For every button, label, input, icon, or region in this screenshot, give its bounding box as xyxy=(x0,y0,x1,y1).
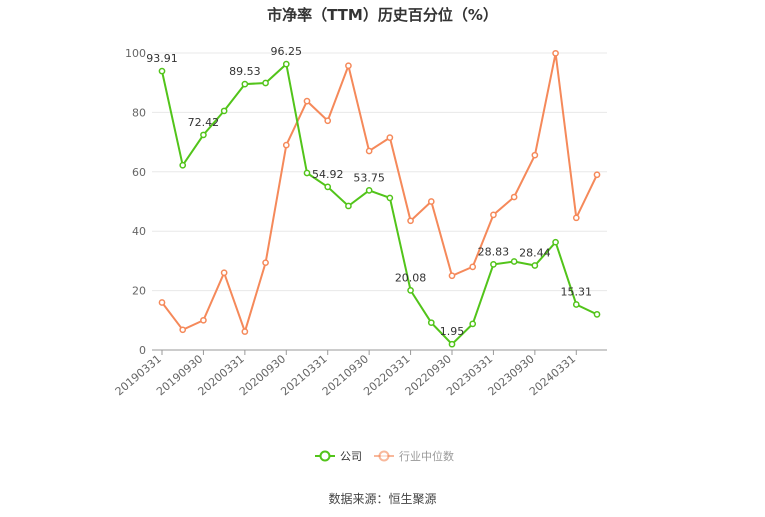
data-label: 53.75 xyxy=(353,171,385,184)
data-point xyxy=(572,301,580,308)
legend-marker xyxy=(319,450,331,462)
data-point xyxy=(386,134,394,141)
data-label: 28.83 xyxy=(478,245,510,258)
data-point xyxy=(365,187,373,194)
data-point xyxy=(572,214,580,222)
data-point xyxy=(220,107,228,115)
data-point xyxy=(303,97,311,105)
data-point xyxy=(262,259,269,267)
data-label: 20.08 xyxy=(395,271,427,284)
data-point xyxy=(593,171,601,179)
data-point xyxy=(241,328,249,335)
data-label: 89.53 xyxy=(229,65,261,78)
data-point xyxy=(158,299,166,306)
chart-title: 市净率（TTM）历史百分位（%） xyxy=(267,6,498,24)
data-label: 28.44 xyxy=(519,247,551,260)
x-tick-label: 20240331 xyxy=(527,352,578,398)
data-point xyxy=(448,340,456,348)
data-point xyxy=(490,261,497,268)
data-point xyxy=(220,269,228,277)
data-label: 15.31 xyxy=(561,286,593,299)
legend-label: 行业中位数 xyxy=(399,449,454,463)
data-point xyxy=(365,147,373,155)
data-point xyxy=(241,80,249,88)
data-point xyxy=(262,79,269,87)
data-point xyxy=(593,311,601,318)
data-source-note: 数据来源：恒生聚源 xyxy=(328,492,437,506)
data-point xyxy=(490,211,497,219)
legend-marker xyxy=(378,450,390,462)
data-point xyxy=(531,262,539,269)
data-point xyxy=(427,319,435,327)
data-label: 93.91 xyxy=(146,52,178,65)
data-point xyxy=(179,161,187,169)
data-point xyxy=(552,49,559,57)
y-tick-label: 0 xyxy=(139,344,146,357)
series-line-company xyxy=(161,62,598,346)
data-point xyxy=(303,169,311,177)
data-point xyxy=(179,326,187,334)
data-point xyxy=(345,62,352,70)
data-label: 72.42 xyxy=(188,116,220,129)
data-point xyxy=(531,151,539,159)
data-label: 96.25 xyxy=(271,45,303,58)
y-tick-label: 40 xyxy=(132,225,146,238)
data-point xyxy=(407,217,414,225)
data-label: 54.92 xyxy=(312,168,344,181)
y-tick-label: 60 xyxy=(132,166,146,179)
data-point xyxy=(200,131,207,139)
data-point xyxy=(324,117,332,125)
data-point xyxy=(200,316,207,324)
data-point xyxy=(510,193,518,201)
data-point xyxy=(158,67,166,75)
y-tick-label: 100 xyxy=(125,47,146,60)
data-point xyxy=(407,287,414,294)
data-point xyxy=(552,238,559,246)
data-point xyxy=(282,141,290,149)
data-point xyxy=(510,258,518,265)
data-point xyxy=(448,272,456,280)
data-point xyxy=(345,202,352,210)
y-tick-label: 80 xyxy=(132,106,146,119)
data-point xyxy=(427,198,435,205)
series-line-industry-median xyxy=(161,53,598,335)
y-tick-label: 20 xyxy=(132,285,146,298)
data-point xyxy=(282,60,290,68)
data-point xyxy=(469,263,477,271)
data-point xyxy=(386,194,394,202)
data-point xyxy=(324,183,332,191)
data-label: 1.95 xyxy=(440,325,465,338)
legend-label: 公司 xyxy=(340,450,362,463)
data-point xyxy=(469,320,477,328)
